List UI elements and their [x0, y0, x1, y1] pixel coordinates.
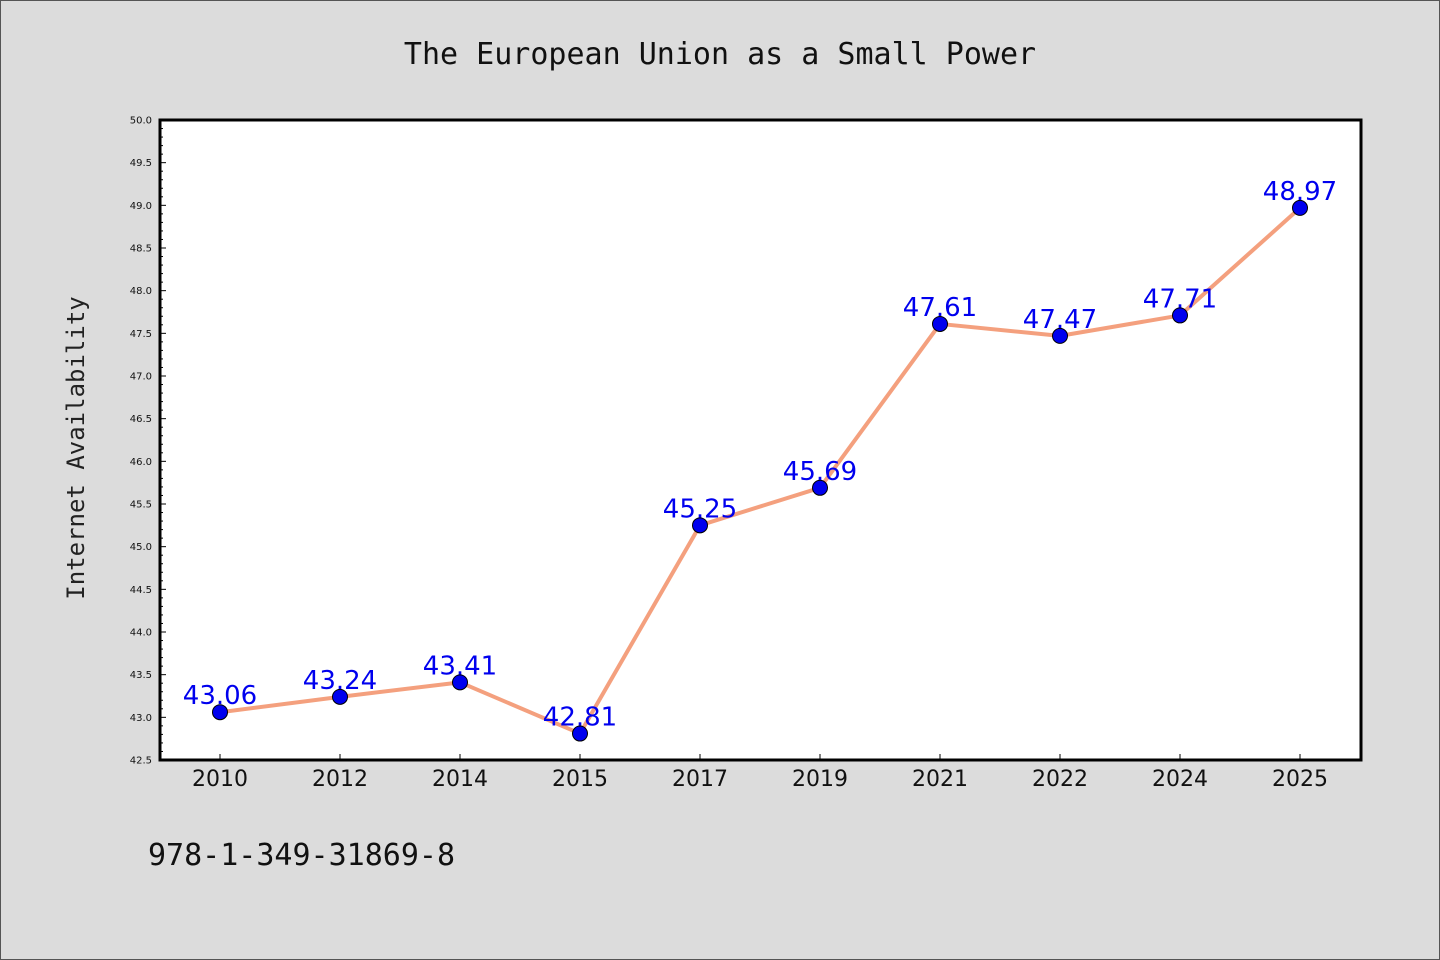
y-tick-label: 49.5	[130, 158, 152, 169]
chart-title: The European Union as a Small Power	[404, 37, 1036, 72]
x-tick-label: 2017	[672, 767, 728, 792]
data-point	[812, 479, 828, 496]
y-tick-label: 46.5	[130, 414, 152, 425]
data-label: 42.81	[543, 703, 617, 733]
y-tick-label: 47.5	[130, 329, 152, 340]
data-point	[212, 704, 228, 721]
data-label: 45.25	[663, 494, 737, 524]
data-point	[452, 674, 468, 691]
plot-area	[158, 118, 1363, 762]
data-label: 43.41	[423, 651, 497, 681]
data-point	[572, 725, 588, 742]
x-axis: 2010 2012 2014 2015 2017 2019 2021 2022 2024 2025	[192, 754, 1328, 792]
data-point	[1292, 199, 1308, 216]
data-point	[932, 315, 948, 332]
y-tick-label: 46.0	[130, 457, 152, 468]
y-axis: 42.5 43.0 43.5 44.0 44.5 45.0 45.5 46.0 46.5 47.0…	[130, 116, 166, 767]
data-label: 47.47	[1023, 305, 1097, 335]
x-tick-label: 2022	[1032, 767, 1088, 792]
y-tick-label: 43.5	[130, 670, 152, 681]
y-tick-label: 47.0	[130, 372, 152, 383]
data-point	[692, 517, 708, 534]
x-tick-label: 2019	[792, 767, 848, 792]
data-point	[1052, 327, 1068, 344]
x-tick-label: 2014	[432, 767, 488, 792]
y-tick-label: 50.0	[130, 116, 152, 127]
series-group	[212, 199, 1308, 742]
x-tick-label: 2012	[312, 767, 368, 792]
y-tick-label: 43.0	[130, 713, 152, 724]
y-tick-label: 49.0	[130, 201, 152, 212]
data-labels-group: 43.06 43.24 43.41 42.81 45.25 45.69 47.61 47.47…	[183, 177, 1337, 733]
x-tick-label: 2015	[552, 767, 608, 792]
series-line	[219, 206, 1302, 736]
data-label: 47.71	[1143, 284, 1217, 314]
y-tick-label: 42.5	[130, 756, 152, 767]
isbn-text: 978-1-349-31869-8	[148, 838, 455, 873]
data-label: 43.24	[303, 666, 377, 696]
y-tick-label: 45.0	[130, 542, 152, 553]
y-tick-label: 44.5	[130, 585, 152, 596]
x-tick-label: 2025	[1272, 767, 1328, 792]
data-label: 48.97	[1263, 177, 1337, 207]
y-tick-label: 44.0	[130, 628, 152, 639]
y-tick-label: 48.5	[130, 244, 152, 255]
data-label: 43.06	[183, 681, 257, 711]
y-tick-label: 45.5	[130, 500, 152, 511]
data-label: 47.61	[903, 293, 977, 323]
y-axis-label: Internet Availability	[62, 296, 90, 599]
data-point	[1172, 307, 1188, 324]
x-tick-label: 2010	[192, 767, 248, 792]
x-tick-label: 2024	[1152, 767, 1208, 792]
data-point	[332, 688, 348, 705]
x-tick-label: 2021	[912, 767, 968, 792]
data-label: 45.69	[783, 457, 857, 487]
y-tick-label: 48.0	[130, 286, 152, 297]
